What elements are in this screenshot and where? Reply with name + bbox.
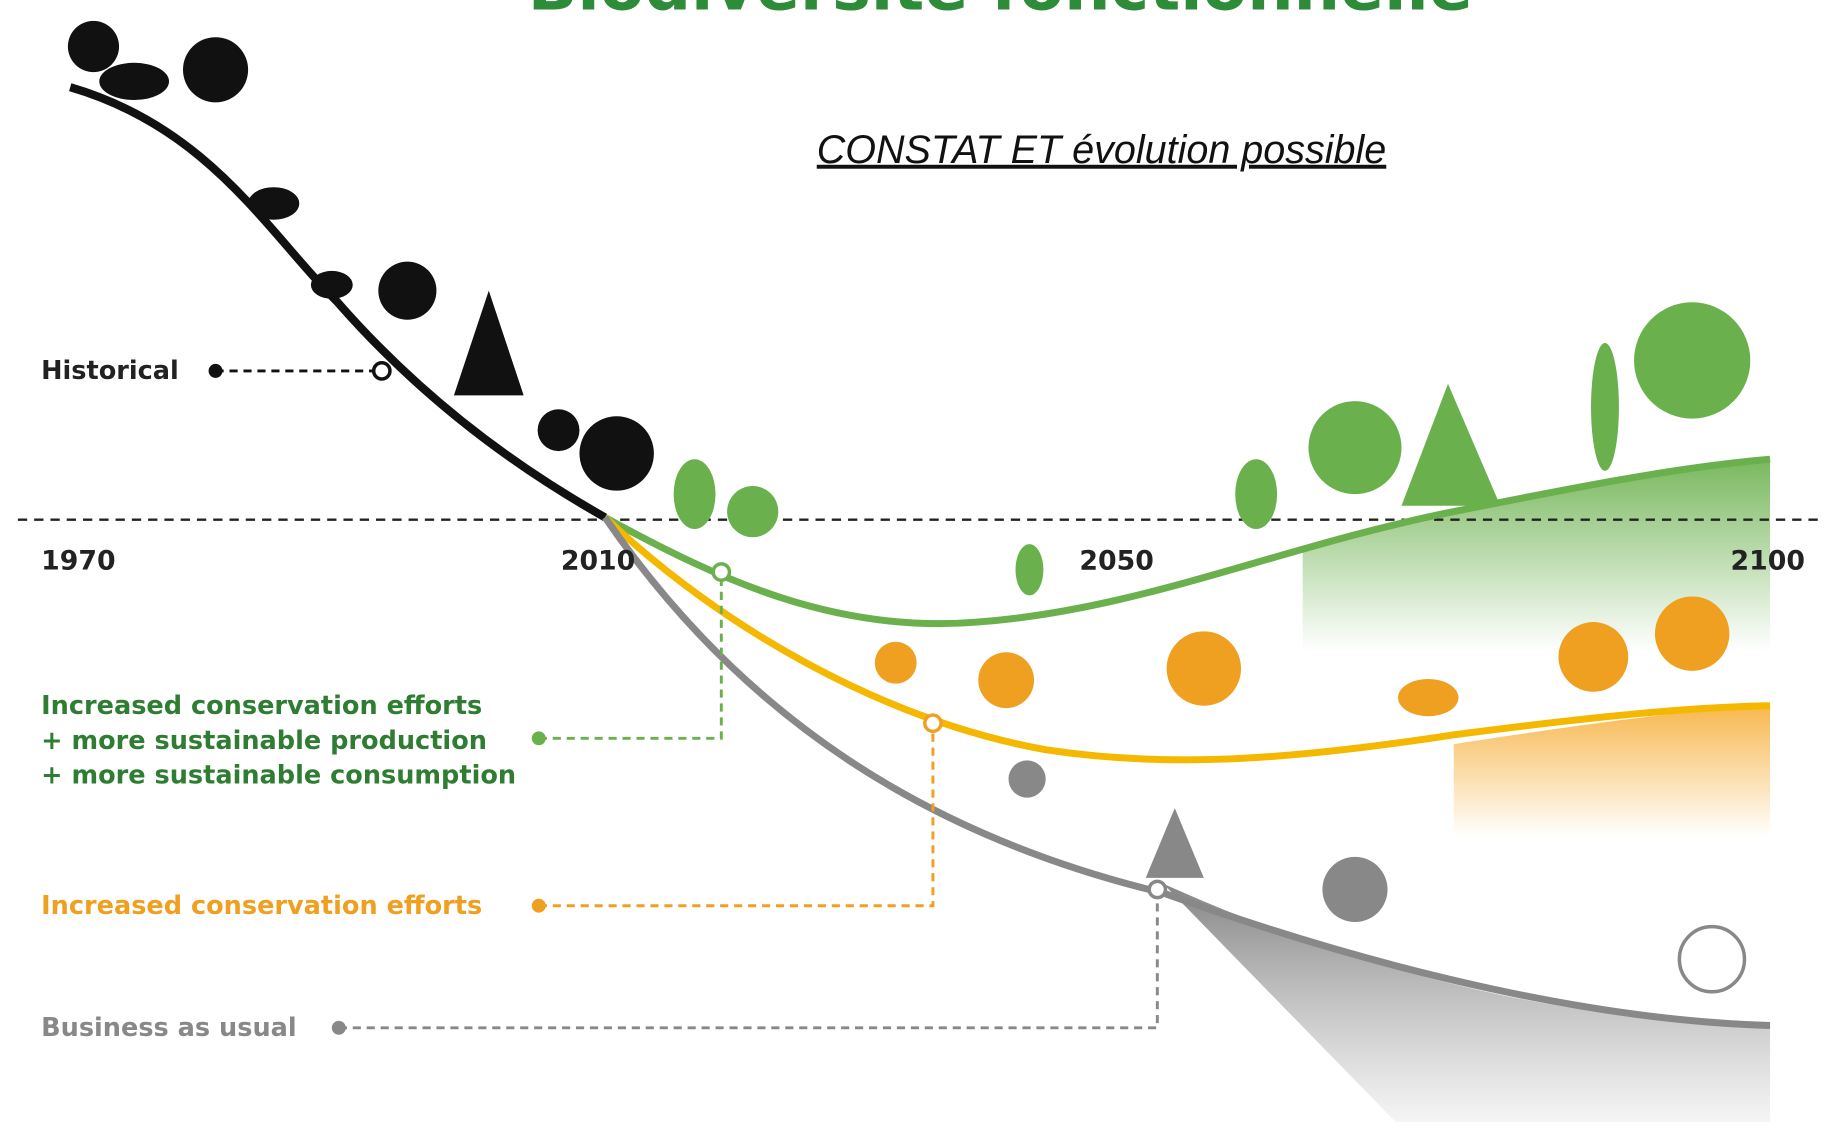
orange-curve	[602, 514, 1771, 764]
historical-silhouettes	[67, 20, 654, 491]
orange-fill	[1453, 705, 1771, 838]
year-label: 2050	[1079, 546, 1153, 577]
connectors	[215, 369, 1159, 1030]
orange-silhouettes	[874, 596, 1730, 717]
gray-fill	[1163, 883, 1771, 1122]
green-fill	[1302, 459, 1771, 652]
title: Biodiversité fonctionnelle	[528, 0, 1473, 25]
year-label: 2010	[561, 546, 635, 577]
green-label: + more sustainable consumption	[41, 761, 516, 791]
green-label: + more sustainable production	[41, 726, 487, 756]
gray-silhouettes	[1008, 760, 1747, 994]
gray-label: Business as usual	[41, 1013, 297, 1043]
orange-label: Increased conservation efforts	[41, 891, 482, 921]
markers	[208, 361, 1168, 1035]
green-silhouettes	[673, 302, 1751, 596]
year-label: 2100	[1731, 546, 1805, 577]
subtitle: CONSTAT ET évolution possible	[817, 128, 1387, 172]
year-label: 1970	[41, 546, 115, 577]
historical-curve	[69, 83, 608, 521]
green-curve	[603, 455, 1771, 628]
historical-label: Historical	[41, 356, 179, 386]
green-label: Increased conservation efforts	[41, 691, 482, 721]
